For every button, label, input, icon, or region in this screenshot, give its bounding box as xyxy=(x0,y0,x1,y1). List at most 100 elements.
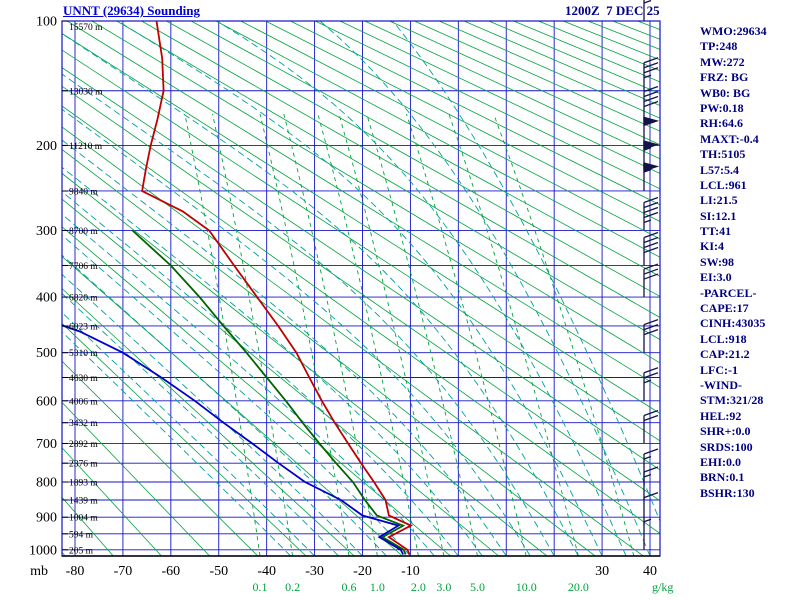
height-label: 1893 m xyxy=(69,479,98,489)
height-label: 7706 m xyxy=(69,262,98,272)
temperature-label: -60 xyxy=(161,564,180,579)
pressure-label: 800 xyxy=(36,476,57,491)
index-item: LFC:-1 xyxy=(700,362,738,377)
height-label: 594 m xyxy=(69,530,94,540)
index-item: SI:12.1 xyxy=(700,208,737,223)
height-label: 13030 m xyxy=(69,87,103,97)
index-item: KI:4 xyxy=(700,239,724,254)
index-item: SW:98 xyxy=(700,254,735,269)
temperature-curve xyxy=(141,21,413,555)
wind-barbs xyxy=(643,0,660,550)
index-item: CINH:43035 xyxy=(700,316,766,331)
wind-barb xyxy=(643,367,659,401)
mixing-ratio-label: 10.0 xyxy=(516,580,537,594)
sounding-profiles xyxy=(62,21,413,555)
temperature-labels: -80 -70 -60 -50 -40 -30 -20 -10 30 40 xyxy=(66,564,657,579)
pressure-label: 900 xyxy=(36,511,57,526)
wetbulb-curve xyxy=(131,229,407,555)
wind-barb xyxy=(643,0,652,21)
height-label: 9840 m xyxy=(69,188,98,198)
temperature-label: -20 xyxy=(353,564,372,579)
index-item: -WIND- xyxy=(700,377,742,392)
index-item: CAPE:17 xyxy=(700,301,749,316)
mixing-ratio-label: 0.2 xyxy=(285,580,300,594)
index-item: STM:321/28 xyxy=(700,393,764,408)
temperature-label: -30 xyxy=(305,564,324,579)
mixing-ratio-label: 5.0 xyxy=(470,580,485,594)
index-item: BSHR:130 xyxy=(700,485,755,500)
chart-title: UNNT (29634) Sounding xyxy=(63,3,201,18)
temperature-label: 30 xyxy=(595,564,609,579)
index-item: TH:5105 xyxy=(700,147,746,162)
wind-barb xyxy=(643,448,659,483)
temperature-label: -80 xyxy=(66,564,85,579)
height-label: 1004 m xyxy=(69,514,98,524)
index-item: FRZ: BG xyxy=(700,70,749,85)
mixing-ratio-labels: 0.1 0.2 0.6 1.0 2.0 3.0 5.0 10.0 20.0 g/kg xyxy=(253,580,674,594)
pressure-labels: 100 200 300 400 500 600 700 800 900 1000 mb xyxy=(29,15,57,580)
wind-barb xyxy=(643,196,659,231)
index-item: HEL:92 xyxy=(700,408,742,423)
index-item: LCL:961 xyxy=(700,177,747,192)
height-label: 6820 m xyxy=(69,294,98,304)
wind-barb xyxy=(643,57,659,91)
height-label: 6023 m xyxy=(69,323,98,333)
height-label: 2892 m xyxy=(69,440,98,450)
pressure-label: 700 xyxy=(36,437,57,452)
temperature-label: -50 xyxy=(209,564,228,579)
mixing-ratio-lines xyxy=(184,113,635,556)
height-label: 4006 m xyxy=(69,397,98,407)
height-label: 5310 m xyxy=(69,349,98,359)
index-item: BRN:0.1 xyxy=(700,470,745,485)
index-item: MW:272 xyxy=(700,54,745,69)
height-label: 8700 m xyxy=(69,227,98,237)
height-label: 11210 m xyxy=(69,142,103,152)
pressure-label: 100 xyxy=(36,15,57,30)
index-item: L57:5.4 xyxy=(700,162,739,177)
mixing-ratio-label: 3.0 xyxy=(436,580,451,594)
dewpoint-curve xyxy=(62,324,405,555)
index-item: WB0: BG xyxy=(700,85,751,100)
index-item: LI:21.5 xyxy=(700,193,738,208)
height-label: 2376 m xyxy=(69,460,98,470)
wind-barb xyxy=(643,231,659,266)
temperature-label: -10 xyxy=(401,564,420,579)
pressure-label: 400 xyxy=(36,291,57,306)
index-item: RH:64.6 xyxy=(700,116,743,131)
plot-border xyxy=(61,20,661,557)
index-item: -PARCEL- xyxy=(700,285,757,300)
wind-barb xyxy=(643,518,652,550)
pressure-unit-label: mb xyxy=(30,564,48,579)
pressure-label: 500 xyxy=(36,346,57,361)
index-item: PW:0.18 xyxy=(700,100,744,115)
index-item: SRDS:100 xyxy=(700,439,753,454)
wind-barb xyxy=(643,491,659,526)
index-item: WMO:29634 xyxy=(700,24,767,38)
height-label: 15570 m xyxy=(69,23,103,33)
index-item: LCL:918 xyxy=(700,331,747,346)
index-item: MAXT:-0.4 xyxy=(700,131,759,146)
temperature-label: 40 xyxy=(643,564,657,579)
temperature-label: -70 xyxy=(114,564,133,579)
dry-adiabats xyxy=(62,21,660,556)
mixing-ratio-label: 0.1 xyxy=(253,580,268,594)
wind-barb xyxy=(643,116,660,146)
wind-barb xyxy=(643,409,659,444)
mixing-ratio-label: 2.0 xyxy=(411,580,426,594)
index-item: EI:3.0 xyxy=(700,270,732,285)
mixing-ratio-label: 1.0 xyxy=(370,580,385,594)
height-labels: 15570 m 13030 m 11210 m 9840 m 8700 m 7706 m 6… xyxy=(62,20,103,556)
temperature-label: -40 xyxy=(257,564,276,579)
height-label: 4630 m xyxy=(69,374,98,384)
pressure-label: 200 xyxy=(36,139,57,154)
index-item: SHR+:0.0 xyxy=(700,424,751,439)
pressure-label: 1000 xyxy=(29,543,57,558)
isobar-isotherm-grid xyxy=(62,20,660,556)
index-item: TP:248 xyxy=(700,39,738,54)
pressure-label: 600 xyxy=(36,394,57,409)
height-label: 205 m xyxy=(69,546,94,556)
moist-adiabats xyxy=(62,21,660,556)
index-item: CAP:21.2 xyxy=(700,347,750,362)
